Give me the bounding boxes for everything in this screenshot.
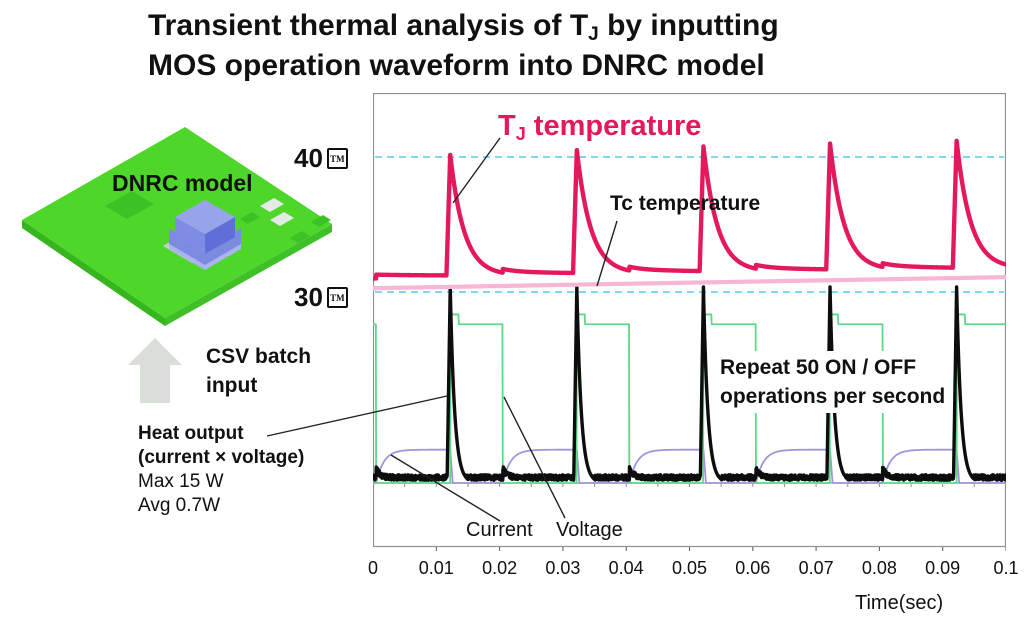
x-axis-tick-labels: 0 0.01 0.02 0.03 0.04 0.05 0.06 0.07 0.08 0.09 0.1 <box>368 558 1024 580</box>
board-white-pad <box>260 198 284 212</box>
voltage-label: Voltage <box>556 519 623 541</box>
board-pad <box>240 212 260 224</box>
celsius-unit-icon: TM <box>326 287 348 308</box>
tc-curve <box>370 275 1009 291</box>
x-tick-label: 0.06 <box>735 558 771 578</box>
tc-temperature-label: Tc temperature <box>610 192 761 215</box>
board-pad <box>105 191 154 219</box>
x-tick-label: 0.03 <box>545 558 581 578</box>
x-tick-label: 0.07 <box>798 558 834 578</box>
page-title: Transient thermal analysis of TJ by inpu… <box>148 8 908 84</box>
tj-temperature-label: TJ temperature <box>498 110 702 144</box>
repeat-annotation: Repeat 50 ON / OFF operations per second <box>714 351 952 413</box>
x-tick-label: 0.1 <box>993 558 1019 578</box>
thermal-chart <box>370 92 1009 553</box>
dnrc-board-illustration <box>22 127 332 326</box>
heat-output-note: Heat output (current × voltage) Max 15 W… <box>138 423 305 516</box>
celsius-unit-icon: TM <box>326 148 348 169</box>
x-tick-label: 0.09 <box>925 558 961 578</box>
dnrc-model-label: DNRC model <box>112 170 253 196</box>
board-pad <box>311 215 331 227</box>
current-label: Current <box>466 519 533 541</box>
title-line1: Transient thermal analysis of TJ by inpu… <box>148 9 779 45</box>
board-right-side <box>165 224 332 326</box>
board-pad <box>290 231 310 243</box>
x-tick-label: 0 <box>367 558 379 578</box>
title-line2: MOS operation waveform into DNRC model <box>148 49 765 82</box>
board-left-side <box>22 220 165 326</box>
x-tick-label: 0.01 <box>418 558 454 578</box>
board-white-pad <box>270 212 294 226</box>
voltage-curve <box>372 313 1007 484</box>
chart-canvas <box>370 92 1009 551</box>
chip-package <box>169 200 241 270</box>
tj-curve <box>370 138 1009 281</box>
up-arrow-icon <box>128 338 182 403</box>
y-axis-label-30: 30 TM <box>294 282 348 313</box>
csv-batch-input-label: CSV batch input <box>206 345 312 397</box>
x-tick-label: 0.08 <box>861 558 897 578</box>
x-tick-label: 0.02 <box>482 558 518 578</box>
x-tick-label: 0.05 <box>671 558 708 578</box>
time-axis-title: Time(sec) <box>855 592 944 614</box>
y-axis-label-40: 40 TM <box>294 143 348 174</box>
x-tick-label: 0.04 <box>608 558 644 578</box>
